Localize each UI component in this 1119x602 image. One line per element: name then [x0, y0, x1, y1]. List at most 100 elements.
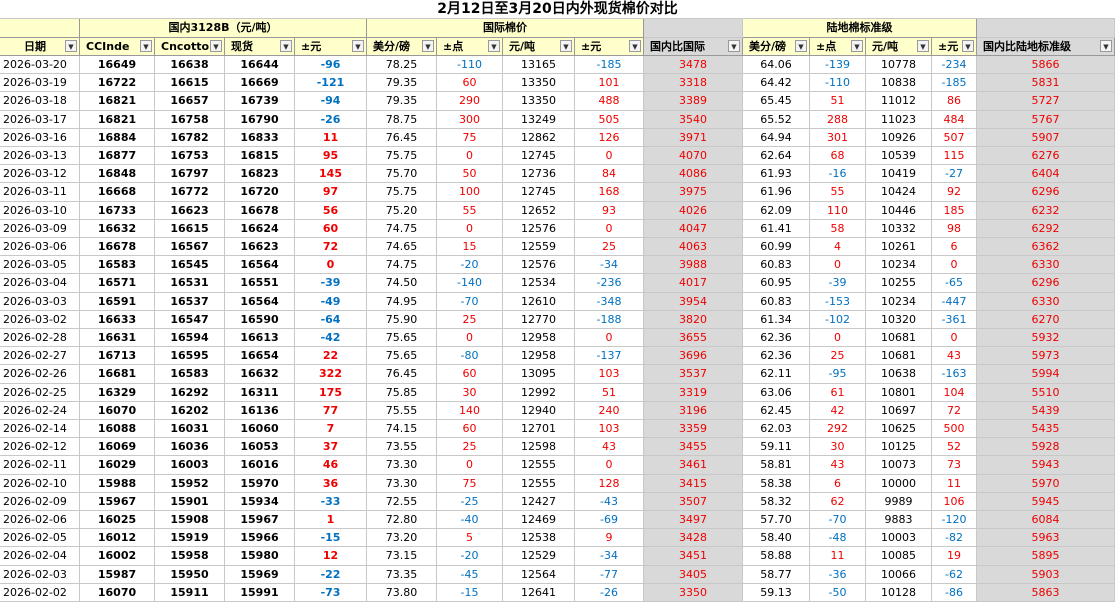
table-cell: 10000: [866, 474, 932, 493]
table-cell: 76.45: [367, 128, 437, 147]
table-cell: -20: [437, 547, 503, 566]
table-cell: 5895: [977, 547, 1115, 566]
table-cell: 60.99: [743, 238, 810, 257]
table-cell: 58.32: [743, 492, 810, 511]
table-cell: 58.77: [743, 565, 810, 584]
table-cell: 0: [810, 329, 866, 348]
column-header: ±点 ▼: [437, 38, 503, 56]
table-cell: -153: [810, 292, 866, 311]
filter-button[interactable]: ▼: [488, 40, 500, 52]
table-cell: 16012: [80, 529, 155, 548]
table-cell: 500: [932, 420, 977, 439]
table-cell: -48: [810, 529, 866, 548]
table-cell: -40: [437, 511, 503, 530]
table-cell: 2026-03-03: [0, 292, 80, 311]
filter-button[interactable]: ▼: [560, 40, 572, 52]
filter-button[interactable]: ▼: [728, 40, 740, 52]
table-cell: 72: [932, 401, 977, 420]
table-cell: 0: [575, 456, 644, 475]
filter-button[interactable]: ▼: [962, 40, 974, 52]
table-cell: 4070: [644, 147, 743, 166]
table-cell: 6276: [977, 147, 1115, 166]
table-cell: 10234: [866, 256, 932, 275]
table-cell: 2026-03-17: [0, 110, 80, 129]
filter-button[interactable]: ▼: [65, 40, 77, 52]
table-cell: 75: [437, 474, 503, 493]
title: 2月12日至3月20日内外现货棉价对比: [0, 0, 1115, 19]
table-cell: 16720: [225, 183, 295, 202]
table-cell: 5945: [977, 492, 1115, 511]
table-cell: 15: [437, 238, 503, 257]
table-cell: -15: [295, 529, 367, 548]
table-cell: 15991: [225, 583, 295, 602]
filter-button[interactable]: ▼: [917, 40, 929, 52]
table-cell: -361: [932, 310, 977, 329]
table-cell: 25: [575, 238, 644, 257]
table-cell: 16753: [155, 147, 225, 166]
table-cell: 100: [437, 183, 503, 202]
table-cell: 3319: [644, 383, 743, 402]
filter-button[interactable]: ▼: [140, 40, 152, 52]
table-cell: 5863: [977, 583, 1115, 602]
table-cell: -64: [295, 310, 367, 329]
filter-button[interactable]: ▼: [422, 40, 434, 52]
table-cell: 12469: [503, 511, 575, 530]
table-cell: -185: [575, 56, 644, 75]
table-cell: 2026-02-06: [0, 511, 80, 530]
table-cell: 3954: [644, 292, 743, 311]
table-cell: 10128: [866, 583, 932, 602]
column-header: 现货 ▼: [225, 38, 295, 56]
table-cell: 16733: [80, 201, 155, 220]
table-cell: 5943: [977, 456, 1115, 475]
table-cell: 12958: [503, 329, 575, 348]
table-cell: 75.65: [367, 329, 437, 348]
table-cell: 78.25: [367, 56, 437, 75]
table-cell: -36: [810, 565, 866, 584]
table-cell: 10778: [866, 56, 932, 75]
table-cell: 3318: [644, 74, 743, 93]
table-cell: 16669: [225, 74, 295, 93]
table-cell: 72.55: [367, 492, 437, 511]
table-cell: 43: [575, 438, 644, 457]
table-cell: 6296: [977, 274, 1115, 293]
table-cell: 2026-03-02: [0, 310, 80, 329]
table-cell: 0: [437, 329, 503, 348]
table-cell: 5831: [977, 74, 1115, 93]
table-cell: 55: [437, 201, 503, 220]
table-cell: 61.34: [743, 310, 810, 329]
table-cell: 4086: [644, 165, 743, 184]
table-cell: 16571: [80, 274, 155, 293]
filter-button[interactable]: ▼: [1100, 40, 1112, 52]
filter-button[interactable]: ▼: [280, 40, 292, 52]
table-cell: 6270: [977, 310, 1115, 329]
table-cell: 6362: [977, 238, 1115, 257]
table-cell: 73.35: [367, 565, 437, 584]
filter-button[interactable]: ▼: [851, 40, 863, 52]
filter-button[interactable]: ▼: [210, 40, 222, 52]
table-cell: -73: [295, 583, 367, 602]
filter-button[interactable]: ▼: [352, 40, 364, 52]
table-cell: 5973: [977, 347, 1115, 366]
column-header: Cncotto ▼: [155, 38, 225, 56]
table-cell: 292: [810, 420, 866, 439]
table-cell: 5435: [977, 420, 1115, 439]
filter-button[interactable]: ▼: [795, 40, 807, 52]
table-cell: 10681: [866, 347, 932, 366]
table-cell: -62: [932, 565, 977, 584]
table-cell: -94: [295, 92, 367, 111]
table-cell: 2026-03-10: [0, 201, 80, 220]
filter-button[interactable]: ▼: [629, 40, 641, 52]
table-cell: 15967: [225, 511, 295, 530]
table-cell: -34: [575, 256, 644, 275]
table-cell: 12745: [503, 183, 575, 202]
table-cell: 61.93: [743, 165, 810, 184]
table-cell: 65.52: [743, 110, 810, 129]
table-cell: 16790: [225, 110, 295, 129]
table-cell: 12610: [503, 292, 575, 311]
table-cell: 22: [295, 347, 367, 366]
table-cell: 11: [932, 474, 977, 493]
table-cell: 62.36: [743, 347, 810, 366]
table-cell: 15967: [80, 492, 155, 511]
table-cell: 60.83: [743, 256, 810, 275]
table-cell: 16036: [155, 438, 225, 457]
